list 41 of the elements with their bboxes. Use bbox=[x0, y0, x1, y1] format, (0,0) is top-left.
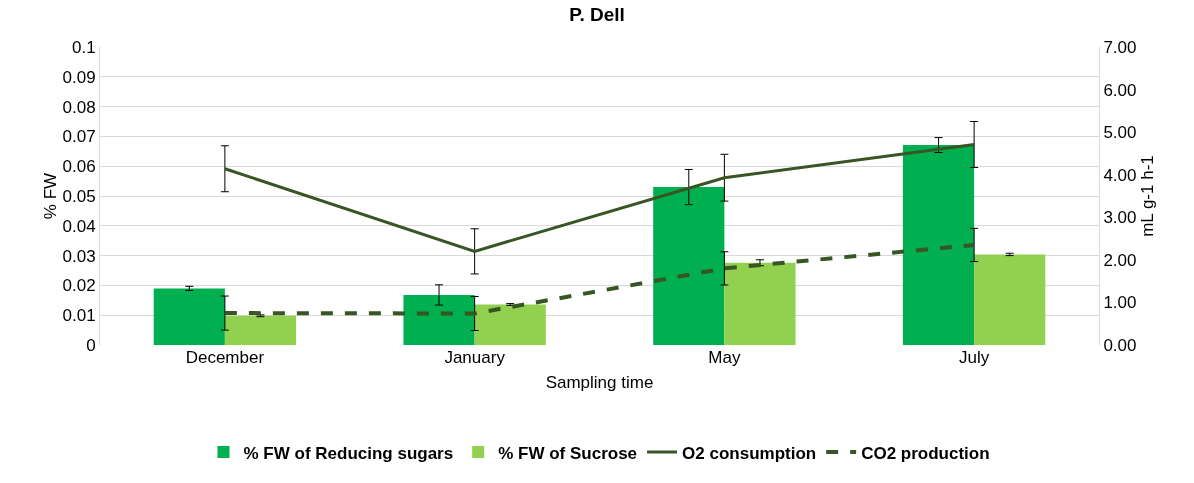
y-tick-label: 0.08 bbox=[62, 97, 96, 117]
y2-tick-label: 4.00 bbox=[1103, 165, 1137, 185]
y-axis-title: % FW bbox=[41, 172, 60, 220]
y-tick-label: 0.01 bbox=[62, 306, 96, 326]
line-series bbox=[222, 242, 977, 316]
y2-axis-title: mL g-1 h-1 bbox=[1138, 155, 1158, 237]
y-tick-label: 0.07 bbox=[62, 127, 96, 147]
line-series bbox=[223, 142, 976, 253]
bar bbox=[153, 288, 225, 345]
x-tick-label: December bbox=[185, 348, 265, 367]
y2-tick-label: 7.00 bbox=[1103, 37, 1137, 57]
y2-tick-label: 0.00 bbox=[1103, 335, 1137, 355]
x-tick-label: July bbox=[959, 348, 990, 367]
y-tick-label: 0 bbox=[86, 335, 96, 355]
legend-label: % FW of Sucrose bbox=[498, 443, 638, 463]
bar bbox=[403, 294, 475, 345]
y-tick-label: 0.04 bbox=[62, 216, 96, 236]
y-tick-label: 0.09 bbox=[62, 67, 96, 87]
y2-tick-label: 6.00 bbox=[1103, 80, 1137, 100]
chart-title: P. Dell bbox=[569, 3, 625, 25]
y-tick-label: 0.06 bbox=[62, 157, 96, 177]
bar bbox=[724, 262, 796, 345]
y2-tick-label: 5.00 bbox=[1103, 123, 1137, 143]
x-tick-label: January bbox=[444, 348, 506, 367]
bar bbox=[974, 254, 1046, 345]
legend-label: CO2 production bbox=[861, 443, 990, 463]
y2-tick-label: 1.00 bbox=[1103, 293, 1137, 313]
y2-tick-label: 2.00 bbox=[1103, 250, 1137, 270]
y-tick-label: 0.1 bbox=[71, 37, 96, 57]
bar bbox=[224, 315, 297, 345]
bar bbox=[653, 187, 725, 345]
y-tick-label: 0.05 bbox=[62, 186, 96, 206]
y-tick-label: 0.03 bbox=[62, 246, 96, 266]
x-axis-title: Sampling time bbox=[545, 373, 654, 393]
x-tick-label: May bbox=[708, 348, 741, 367]
legend-label: O2 consumption bbox=[682, 443, 817, 463]
y2-tick-label: 3.00 bbox=[1103, 208, 1137, 228]
y-tick-label: 0.02 bbox=[62, 276, 96, 296]
bar bbox=[902, 145, 975, 345]
bar bbox=[474, 304, 546, 345]
legend-label: % FW of Reducing sugars bbox=[243, 443, 454, 463]
